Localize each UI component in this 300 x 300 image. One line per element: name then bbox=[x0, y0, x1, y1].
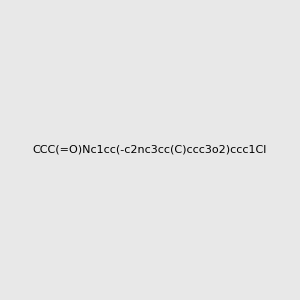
Text: CCC(=O)Nc1cc(-c2nc3cc(C)ccc3o2)ccc1Cl: CCC(=O)Nc1cc(-c2nc3cc(C)ccc3o2)ccc1Cl bbox=[33, 145, 267, 155]
